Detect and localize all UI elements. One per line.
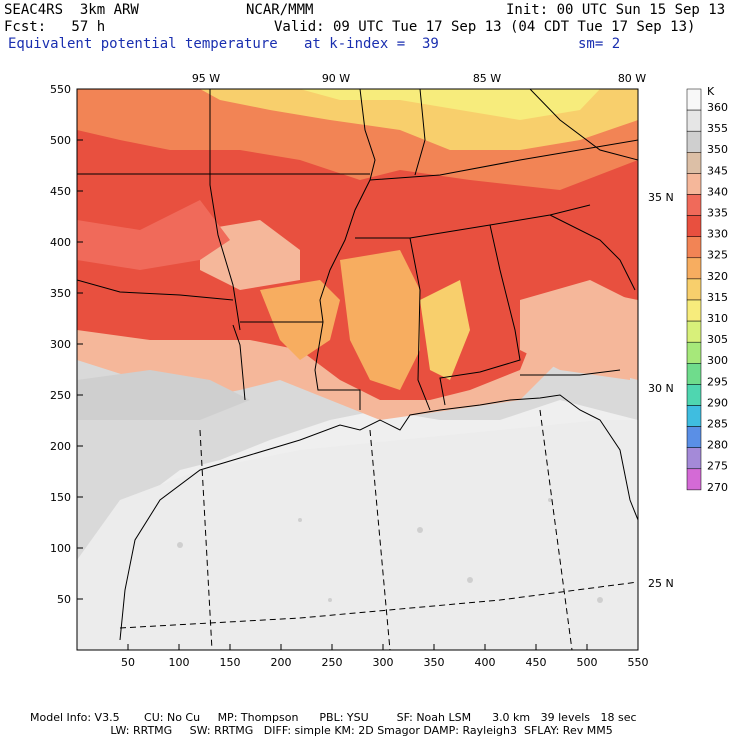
smoothing-label: sm= 2 [578,36,621,52]
colorbar-swatch [686,405,702,427]
state-boundary [549,214,636,291]
y-tick-label: 250 [50,389,71,402]
colorbar-swatch [686,278,702,301]
colorbar-swatch [686,215,702,237]
colorbar-label: 310 [707,312,728,325]
theta-e-field [77,89,638,650]
colorbar: K 360 355 350 345 340 335 330 325 320 315 310 305 300… [686,85,728,494]
coastline [119,394,638,641]
y-tick-label: 350 [50,287,71,300]
state-boundary [520,369,621,376]
state-boundary [369,139,638,181]
state-boundary [359,89,376,181]
x-tick-label: 150 [220,656,241,669]
state-boundary [439,224,521,406]
y-tick-label: 400 [50,236,71,249]
state-boundary [209,89,241,331]
colorbar-swatch [686,384,702,406]
forecast-hour: Fcst: 57 h [4,19,106,35]
x-tick-label: 350 [424,656,445,669]
y-tick-label: 50 [57,593,71,606]
field-name: Equivalent potential temperature [8,36,278,52]
y-tick-label: 550 [50,83,71,96]
x-tick-label: 400 [475,656,496,669]
y-tick-label: 200 [50,440,71,453]
model-info-line-2: LW: RRTMG SW: RRTMG DIFF: simple KM: 2D … [30,724,613,737]
colorbar-swatch [686,194,702,216]
x-tick-label: 100 [169,656,190,669]
x-tick-label: 50 [121,656,135,669]
colorbar-label: 335 [707,207,728,220]
map-frame [76,88,639,651]
longitude-label: 80 W [618,72,646,85]
colorbar-label: 325 [707,249,728,262]
colorbar-label: 320 [707,270,728,283]
colorbar-swatch [686,426,702,448]
y-tick-label: 500 [50,134,71,147]
x-tick-label: 250 [322,656,343,669]
colorbar-label: 295 [707,375,728,388]
y-tick-label: 150 [50,491,71,504]
colorbar-swatch [686,363,702,385]
colorbar-swatch [686,88,702,111]
colorbar-label: 345 [707,164,728,177]
state-boundary [232,324,246,401]
state-boundary [409,204,591,239]
state-boundary [529,89,638,161]
colorbar-swatch [686,320,702,343]
colorbar-swatch [686,299,702,322]
colorbar-label: 270 [707,481,728,494]
colorbar-label: 275 [707,460,728,473]
init-time: Init: 00 UTC Sun 15 Sep 13 [506,2,726,18]
colorbar-swatch [686,173,702,195]
colorbar-label: 290 [707,396,728,409]
colorbar-swatch [686,447,702,470]
latitude-label: 30 N [648,382,674,395]
colorbar-label: 315 [707,291,728,304]
longitude-label: 85 W [473,72,501,85]
colorbar-label: 360 [707,101,728,114]
longitude-label: 90 W [322,72,350,85]
colorbar-label: 305 [707,333,728,346]
x-tick-label: 300 [373,656,394,669]
y-tick-label: 450 [50,185,71,198]
colorbar-swatch [686,152,702,174]
political-boundaries [77,89,638,650]
colorbar-swatch [686,130,702,153]
valid-time: Valid: 09 UTC Tue 17 Sep 13 (04 CDT Tue … [274,19,696,35]
colorbar-swatch [686,236,702,259]
colorbar-label: 285 [707,418,728,431]
colorbar-swatch [686,468,702,491]
colorbar-label: 340 [707,185,728,198]
state-boundary [314,179,371,410]
map-panel: 50 100 150 200 250 300 350 400 450 500 550 550 500 45… [50,72,728,669]
model-title: SEAC4RS 3km ARW [4,2,139,18]
axis-ticks: 50 100 150 200 250 300 350 400 450 500 550 550 500 45… [50,72,674,669]
colorbar-swatch [686,257,702,280]
x-tick-label: 450 [526,656,547,669]
latitude-label: 35 N [648,191,674,204]
colorbar-label: 280 [707,439,728,452]
y-tick-label: 300 [50,338,71,351]
organization-label: NCAR/MMM [246,2,314,18]
latitude-label: 25 N [648,577,674,590]
colorbar-label: 300 [707,354,728,367]
colorbar-label: 350 [707,143,728,156]
colorbar-unit: K [707,85,715,98]
colorbar-label: 355 [707,122,728,135]
x-tick-label: 500 [577,656,598,669]
colorbar-swatch [686,109,702,132]
colorbar-label: 330 [707,228,728,241]
model-info-line-1: Model Info: V3.5 CU: No Cu MP: Thompson … [30,711,637,724]
x-tick-label: 200 [271,656,292,669]
y-tick-label: 100 [50,542,71,555]
state-boundary [77,279,234,301]
colorbar-swatch [686,341,702,364]
x-tick-label: 550 [628,656,649,669]
longitude-label: 95 W [192,72,220,85]
state-boundary [355,237,431,411]
level-label: at k-index = 39 [304,36,439,52]
state-boundary [414,89,426,176]
graticule [119,409,638,650]
